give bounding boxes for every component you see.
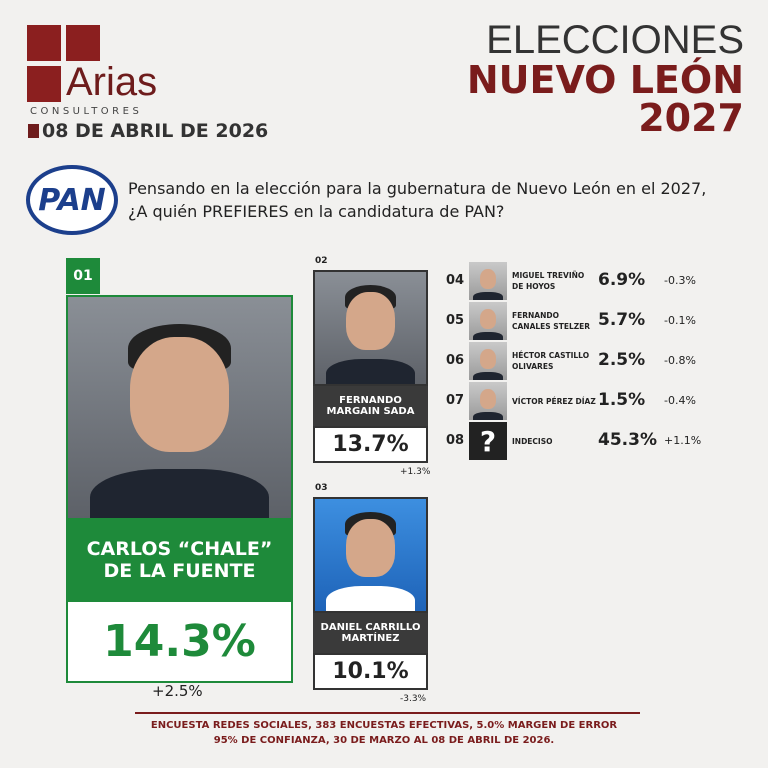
candidate-change: -0.1% bbox=[664, 314, 696, 327]
rank: 04 bbox=[446, 273, 465, 288]
candidate-change: -3.3% bbox=[400, 694, 427, 704]
candidate-pct: 13.7% bbox=[313, 426, 428, 463]
header-line2: NUEVO LEÓN bbox=[466, 58, 744, 102]
party-logo: PAN bbox=[26, 165, 118, 235]
header-line1: ELECCIONES bbox=[486, 18, 744, 62]
candidate-name: MIGUEL TREVIÑO DE HOYOS bbox=[512, 271, 585, 291]
footer-rule bbox=[135, 712, 640, 714]
thumb bbox=[469, 342, 507, 380]
footer-line1: ENCUESTA REDES SOCIALES, 383 ENCUESTAS E… bbox=[150, 720, 618, 731]
candidate-pct: 2.5% bbox=[598, 350, 646, 370]
rank: 02 bbox=[315, 256, 328, 266]
header-line3: 2027 bbox=[638, 96, 744, 140]
date-marker bbox=[28, 124, 39, 138]
candidate-name: FERNANDO CANALES STELZER bbox=[512, 311, 591, 331]
brand-name: Arias bbox=[66, 60, 158, 104]
candidate-photo bbox=[313, 497, 428, 613]
brand-subtitle: CONSULTORES bbox=[30, 106, 143, 117]
rank: 03 bbox=[315, 483, 328, 493]
candidate-photo bbox=[313, 270, 428, 386]
question: Pensando en la elección para la gubernat… bbox=[128, 179, 707, 221]
date: 08 DE ABRIL DE 2026 bbox=[42, 120, 269, 142]
footer-line2: 95% DE CONFIANZA, 30 DE MARZO AL 08 DE A… bbox=[213, 735, 555, 746]
thumb bbox=[469, 382, 507, 420]
candidate-change: -0.4% bbox=[664, 394, 696, 407]
candidate-name: HÉCTOR CASTILLO OLIVARES bbox=[512, 351, 590, 371]
candidate-name: VÍCTOR PÉREZ DÍAZ bbox=[512, 396, 596, 406]
thumb: ? bbox=[469, 422, 507, 460]
candidate-pct: 5.7% bbox=[598, 310, 646, 330]
rank: 08 bbox=[446, 433, 465, 448]
rank: 01 bbox=[66, 258, 100, 294]
rank: 06 bbox=[446, 353, 465, 368]
candidate-pct: 45.3% bbox=[598, 430, 657, 450]
candidate-name: INDECISO bbox=[512, 436, 553, 446]
candidate-change: +1.3% bbox=[400, 467, 431, 477]
candidate-pct: 6.9% bbox=[598, 270, 646, 290]
candidate-change: -0.3% bbox=[664, 274, 696, 287]
thumb bbox=[469, 302, 507, 340]
candidate-name: FERNANDO MARGAIN SADA bbox=[313, 386, 428, 426]
rank: 07 bbox=[446, 393, 465, 408]
party-name: PAN bbox=[38, 182, 106, 218]
logo-block bbox=[27, 66, 61, 102]
candidate-pct: 14.3% bbox=[66, 600, 293, 683]
rank: 05 bbox=[446, 313, 465, 328]
candidate-pct: 1.5% bbox=[598, 390, 646, 410]
candidate-pct: 10.1% bbox=[313, 653, 428, 690]
candidate-change: -0.8% bbox=[664, 354, 696, 367]
candidate-change: +2.5% bbox=[152, 682, 203, 700]
logo-block bbox=[27, 25, 61, 61]
candidate-name: CARLOS “CHALE” DE LA FUENTE bbox=[66, 520, 293, 600]
candidate-photo bbox=[66, 295, 293, 520]
thumb bbox=[469, 262, 507, 300]
candidate-change: +1.1% bbox=[664, 434, 702, 447]
candidate-name: DANIEL CARRILLO MARTÍNEZ bbox=[313, 613, 428, 653]
logo-block bbox=[66, 25, 100, 61]
